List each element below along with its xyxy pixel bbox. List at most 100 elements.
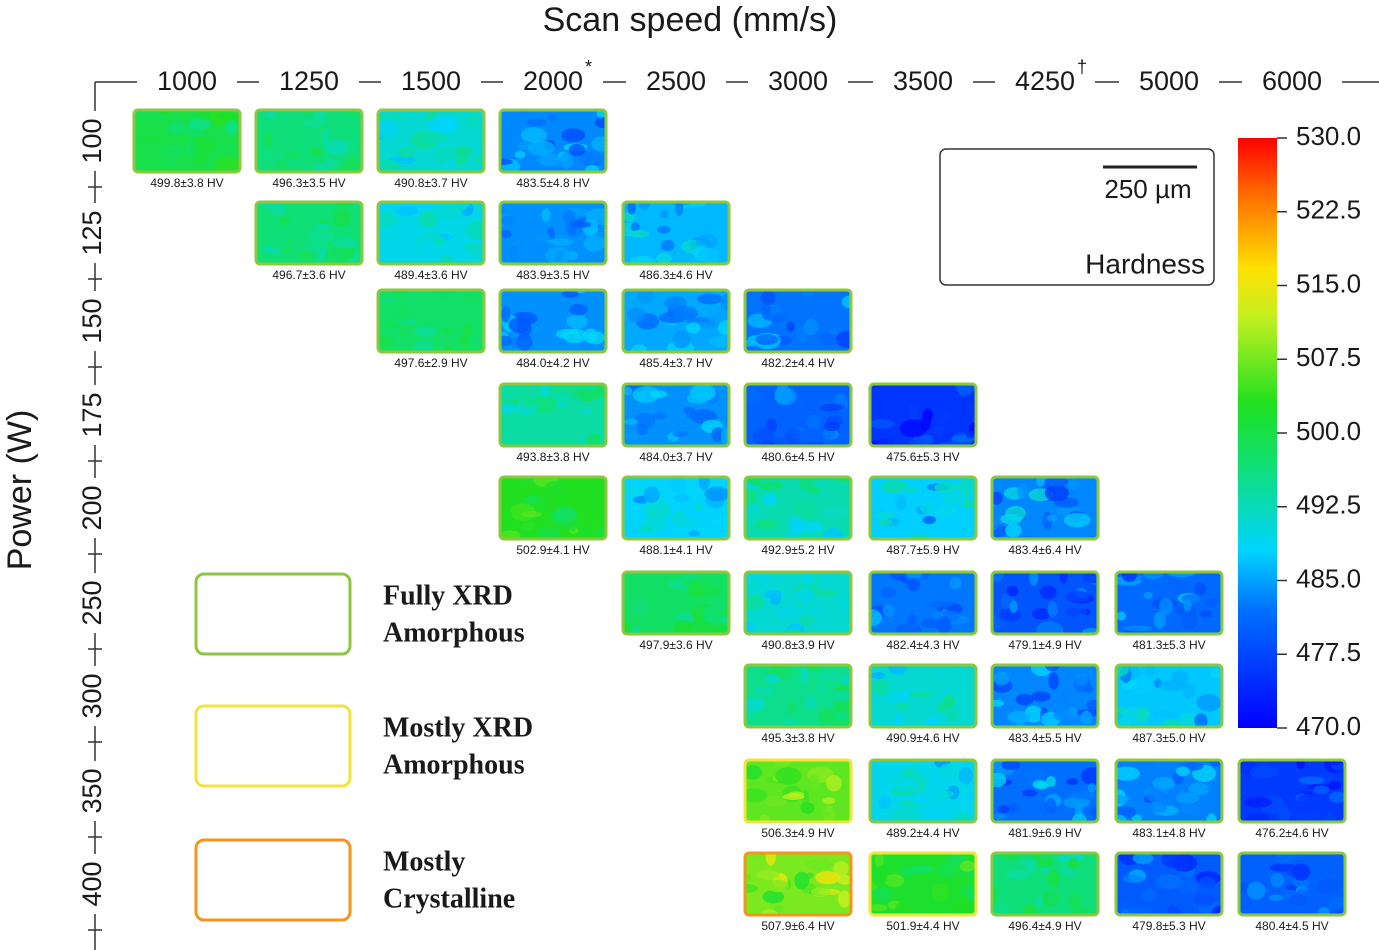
texture-blob bbox=[880, 480, 906, 494]
hardness-map bbox=[870, 572, 976, 634]
texture-blob bbox=[798, 588, 814, 605]
texture-blob bbox=[998, 608, 1022, 622]
hardness-map bbox=[992, 760, 1098, 822]
texture-blob bbox=[631, 344, 648, 352]
texture-blob bbox=[1001, 853, 1019, 861]
texture-blob bbox=[309, 231, 330, 244]
texture-blob bbox=[267, 232, 287, 248]
texture-blob bbox=[1193, 892, 1216, 906]
texture-blob bbox=[937, 504, 958, 516]
texture-blob bbox=[462, 322, 473, 335]
texture-blob bbox=[184, 139, 197, 157]
texture-blob bbox=[873, 678, 889, 697]
legend-label: Amorphous bbox=[383, 749, 525, 780]
hardness-map bbox=[500, 384, 606, 446]
texture-blob bbox=[882, 604, 895, 617]
hardness-map bbox=[378, 110, 484, 172]
hardness-map bbox=[745, 572, 851, 634]
texture-blob bbox=[1118, 900, 1128, 912]
texture-blob bbox=[324, 129, 348, 136]
texture-blob bbox=[823, 421, 841, 432]
texture-blob bbox=[819, 403, 845, 412]
speed-label-bg bbox=[259, 70, 359, 94]
texture-blob bbox=[745, 765, 763, 780]
texture-blob bbox=[283, 150, 300, 160]
texture-blob bbox=[383, 297, 397, 304]
hardness-map bbox=[1116, 572, 1222, 634]
texture-blob bbox=[756, 869, 780, 881]
tile-border bbox=[498, 108, 608, 174]
texture-blob bbox=[453, 145, 473, 157]
texture-blob bbox=[215, 143, 236, 156]
colorbar-tick-label: 477.5 bbox=[1296, 637, 1361, 667]
texture-blob bbox=[745, 389, 763, 405]
hardness-label: 496.7±3.6 HV bbox=[272, 268, 345, 282]
texture-blob bbox=[660, 239, 675, 252]
hardness-map bbox=[500, 290, 606, 352]
texture-blob bbox=[136, 110, 165, 120]
speed-label: 3000 bbox=[768, 66, 828, 96]
texture-blob bbox=[527, 140, 555, 156]
hardness-label: 488.1±4.1 HV bbox=[639, 543, 712, 557]
texture-blob bbox=[686, 409, 699, 419]
hardness-label: 483.4±5.5 HV bbox=[1008, 731, 1081, 745]
texture-blob bbox=[758, 481, 784, 490]
texture-blob bbox=[465, 221, 484, 240]
speed-label-bg bbox=[626, 70, 726, 94]
texture-blob bbox=[473, 203, 484, 210]
hardness-map bbox=[1239, 760, 1345, 822]
tile-border bbox=[743, 851, 853, 917]
texture-blob bbox=[813, 589, 838, 598]
legend-label: Fully XRD bbox=[383, 580, 513, 611]
texture-blob bbox=[992, 572, 1004, 583]
hardness-map bbox=[992, 477, 1098, 539]
texture-blob bbox=[798, 477, 814, 492]
texture-blob bbox=[577, 527, 594, 538]
texture-blob bbox=[675, 520, 700, 528]
power-label-bg bbox=[80, 478, 110, 538]
texture-blob bbox=[932, 669, 959, 678]
texture-blob bbox=[1031, 608, 1051, 620]
texture-blob bbox=[1063, 512, 1091, 528]
texture-blob bbox=[805, 858, 834, 870]
scale-bar-label: 250 µm bbox=[1104, 174, 1191, 204]
texture-blob bbox=[623, 517, 642, 536]
texture-blob bbox=[1145, 788, 1167, 803]
texture-blob bbox=[514, 150, 526, 159]
hardness-map bbox=[870, 853, 976, 915]
hardness-map bbox=[870, 665, 976, 727]
texture-blob bbox=[214, 113, 240, 121]
texture-blob bbox=[544, 480, 569, 498]
power-label-bg bbox=[80, 111, 110, 171]
texture-blob bbox=[638, 202, 650, 211]
texture-blob bbox=[431, 202, 459, 221]
tile-border bbox=[743, 570, 853, 636]
texture-blob bbox=[745, 340, 757, 347]
texture-blob bbox=[907, 577, 920, 592]
hardness-map bbox=[256, 110, 362, 172]
texture-blob bbox=[884, 874, 905, 887]
texture-blob bbox=[1001, 760, 1021, 770]
texture-blob bbox=[1070, 791, 1097, 800]
hardness-label: 482.4±4.3 HV bbox=[886, 638, 959, 652]
texture-blob bbox=[960, 884, 976, 897]
texture-blob bbox=[508, 317, 531, 334]
hardness-label: 495.3±3.8 HV bbox=[761, 731, 834, 745]
texture-blob bbox=[931, 883, 950, 901]
scale-box bbox=[939, 148, 1215, 286]
texture-blob bbox=[810, 887, 832, 897]
texture-blob bbox=[745, 506, 768, 524]
texture-blob bbox=[674, 202, 684, 216]
tile-border bbox=[743, 475, 853, 541]
hardness-label: 487.3±5.0 HV bbox=[1132, 731, 1205, 745]
texture-blob bbox=[471, 248, 484, 261]
colorbar-tick-label: 515.0 bbox=[1296, 268, 1361, 298]
texture-blob bbox=[657, 225, 671, 234]
texture-blob bbox=[214, 156, 240, 172]
texture-blob bbox=[517, 141, 531, 151]
texture-blob bbox=[1161, 853, 1188, 869]
speed-label-bg bbox=[137, 70, 237, 94]
texture-blob bbox=[532, 395, 557, 413]
texture-blob bbox=[774, 905, 785, 913]
texture-blob bbox=[870, 672, 886, 679]
